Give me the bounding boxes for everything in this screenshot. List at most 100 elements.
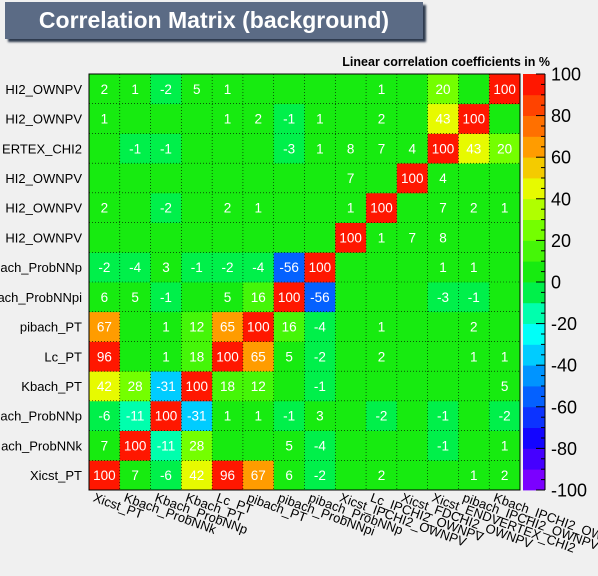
heatmap-cell xyxy=(427,192,459,223)
heatmap-cell xyxy=(119,133,151,164)
cell-value-label: -1 xyxy=(468,290,480,305)
cell-value-label: -1 xyxy=(160,141,172,156)
cell-value-label: 2 xyxy=(255,112,263,127)
cell-value-label: 100 xyxy=(185,379,208,394)
heatmap-cell xyxy=(181,400,213,431)
colorbar-bin xyxy=(523,302,545,324)
heatmap-cell xyxy=(119,282,151,313)
heatmap-cell xyxy=(212,163,244,194)
heatmap-cell xyxy=(304,222,336,253)
cell-value-label: 42 xyxy=(189,468,204,483)
cell-value-label: 7 xyxy=(101,438,109,453)
cell-value-label: 2 xyxy=(378,349,386,364)
heatmap-cell xyxy=(427,163,459,194)
heatmap-cell xyxy=(89,74,121,105)
cell-value-label: 1 xyxy=(162,349,170,364)
heatmap-cell xyxy=(273,74,305,105)
cell-value-label: -4 xyxy=(252,260,264,275)
heatmap-cell xyxy=(181,74,213,105)
heatmap-cell xyxy=(366,103,398,134)
heatmap-cell xyxy=(242,133,275,164)
cell-value-label: 65 xyxy=(220,320,235,335)
heatmap-cell xyxy=(458,74,490,105)
heatmap-cell xyxy=(489,74,521,105)
cell-value-label: -3 xyxy=(283,141,295,156)
heatmap-cell xyxy=(89,222,121,253)
heatmap-cell xyxy=(458,371,490,402)
heatmap-cell xyxy=(335,400,367,431)
cell-value-label: 1 xyxy=(347,201,355,216)
cell-value-label: 43 xyxy=(466,141,481,156)
heatmap-cell xyxy=(304,430,336,461)
colorbar-tick-label: 60 xyxy=(551,148,571,168)
cell-value-label: 1 xyxy=(378,230,386,245)
heatmap-cell xyxy=(458,460,490,491)
cell-value-label: -6 xyxy=(160,468,172,483)
cell-value-label: 100 xyxy=(216,349,239,364)
heatmap-cell xyxy=(489,163,521,194)
colorbar-bin xyxy=(523,178,545,200)
cell-value-label: 100 xyxy=(278,290,301,305)
cell-value-label: 2 xyxy=(101,201,109,216)
colorbar-bin xyxy=(523,448,545,470)
heatmap-cell xyxy=(304,192,336,223)
cell-value-label: 18 xyxy=(220,379,235,394)
heatmap-cell xyxy=(489,133,521,164)
cell-value-label: 16 xyxy=(282,320,297,335)
cell-value-label: -2 xyxy=(375,409,387,424)
heatmap-cell xyxy=(366,400,398,431)
heatmap-cell xyxy=(181,311,213,342)
heatmap-cell xyxy=(242,222,275,253)
heatmap-cell xyxy=(396,371,429,402)
heatmap-cell xyxy=(181,371,213,402)
cell-value-label: 7 xyxy=(378,141,386,156)
y-tick-label: ach_ProbNNpi xyxy=(0,290,82,305)
heatmap-cell xyxy=(458,252,490,283)
heatmap-cell xyxy=(396,430,429,461)
cell-value-label: 2 xyxy=(470,201,478,216)
heatmap-cell xyxy=(242,460,275,491)
heatmap-cell xyxy=(119,222,151,253)
heatmap-cell xyxy=(396,103,429,134)
heatmap-cell xyxy=(212,103,244,134)
heatmap-cell xyxy=(427,103,459,134)
heatmap-cell xyxy=(273,430,305,461)
heatmap-cell xyxy=(396,252,429,283)
heatmap-cell xyxy=(242,252,275,283)
heatmap-cell xyxy=(396,282,429,313)
heatmap-cell xyxy=(181,252,213,283)
y-tick-label: ERTEX_CHI2 xyxy=(2,141,82,156)
heatmap-cell xyxy=(335,133,367,164)
heatmap-cell xyxy=(242,192,275,223)
heatmap-cell xyxy=(181,133,213,164)
colorbar-bin xyxy=(523,240,545,262)
heatmap-cell xyxy=(119,430,151,461)
heatmap-cell xyxy=(150,192,182,223)
heatmap-cell xyxy=(150,252,182,283)
cell-value-label: -4 xyxy=(314,320,326,335)
heatmap-cell xyxy=(489,430,521,461)
cell-value-label: 5 xyxy=(224,290,232,305)
heatmap-cell xyxy=(304,400,336,431)
cell-value-label: 42 xyxy=(97,379,112,394)
heatmap-cell xyxy=(119,192,151,223)
cell-value-label: 18 xyxy=(189,349,204,364)
cell-value-label: 8 xyxy=(439,230,447,245)
colorbar-tick-label: 0 xyxy=(551,273,561,293)
cell-value-label: -4 xyxy=(314,438,326,453)
cell-value-label: 100 xyxy=(401,171,424,186)
heatmap-cell xyxy=(366,460,398,491)
heatmap-cell xyxy=(427,460,459,491)
heatmap-cell xyxy=(119,460,151,491)
cell-value-label: 1 xyxy=(224,112,232,127)
cell-value-label: 7 xyxy=(347,171,355,186)
heatmap-cell xyxy=(304,163,336,194)
heatmap-cell xyxy=(273,103,305,134)
cell-value-label: 7 xyxy=(439,201,447,216)
cell-value-label: 4 xyxy=(439,171,447,186)
cell-value-label: -1 xyxy=(437,438,449,453)
colorbar-tick-label: -60 xyxy=(551,397,577,417)
heatmap-cell xyxy=(273,282,305,313)
heatmap-cell xyxy=(335,282,367,313)
